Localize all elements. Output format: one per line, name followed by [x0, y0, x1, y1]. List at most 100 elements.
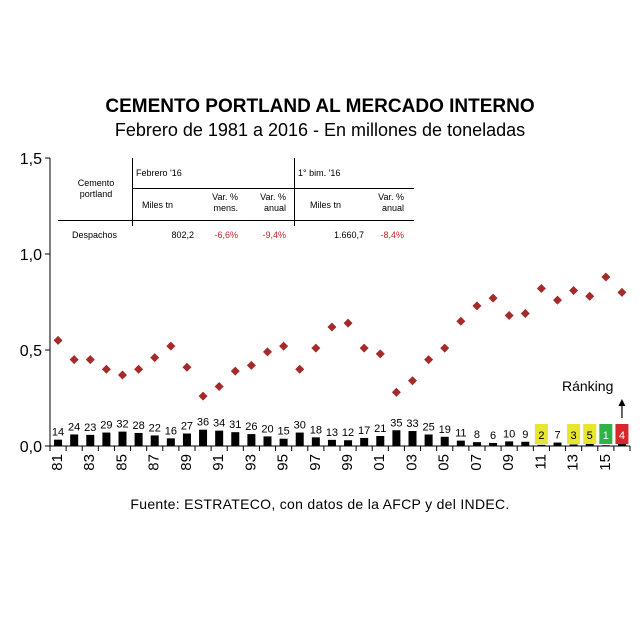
x-tick-label: 15 — [597, 454, 614, 471]
data-point — [569, 285, 579, 295]
ranking-highlight — [599, 424, 613, 444]
ranking-bar — [521, 441, 530, 446]
data-point — [343, 318, 353, 328]
ranking-highlight — [583, 424, 597, 444]
ranking-bar — [247, 434, 256, 446]
ranking-label: 13 — [326, 427, 338, 439]
ranking-label: 2 — [538, 430, 544, 442]
y-tick-label: 0,5 — [20, 343, 42, 360]
ranking-bar — [199, 429, 208, 446]
x-tick-label: 01 — [371, 454, 388, 471]
data-point — [359, 343, 369, 353]
ranking-highlight — [534, 424, 548, 444]
data-point — [601, 272, 611, 282]
ranking-bar — [601, 445, 610, 446]
ranking-label: 26 — [245, 421, 257, 433]
data-point — [375, 349, 385, 359]
x-tick-label: 13 — [565, 454, 582, 471]
ranking-label: 22 — [149, 422, 161, 434]
data-point — [85, 355, 95, 365]
data-point — [311, 343, 321, 353]
data-point — [536, 284, 546, 294]
x-tick-label: 89 — [178, 454, 195, 471]
ranking-bar — [456, 440, 465, 446]
data-point — [53, 335, 63, 345]
ranking-label: 8 — [474, 429, 480, 441]
ranking-label: 35 — [390, 417, 402, 429]
ranking-label: 20 — [261, 423, 273, 435]
ranking-bar — [102, 432, 111, 446]
data-point — [472, 301, 482, 311]
x-tick-label: 05 — [436, 454, 453, 471]
ranking-bar — [472, 442, 481, 446]
data-point — [198, 391, 208, 401]
table-row-label: Despachos — [72, 230, 118, 240]
ranking-bar — [70, 434, 79, 446]
ranking-highlight — [567, 424, 581, 444]
ranking-label: 28 — [132, 420, 144, 432]
ranking-bar — [360, 437, 369, 446]
ranking-bar — [376, 436, 385, 446]
data-point — [69, 355, 79, 365]
data-point — [520, 309, 530, 319]
ranking-bar — [505, 441, 514, 446]
ranking-bar — [54, 439, 63, 446]
summary-table: Cemento portland Febrero '16 1° bim. '16… — [58, 158, 418, 246]
ranking-label: 30 — [294, 420, 306, 432]
data-point — [504, 310, 514, 320]
ranking-bar — [295, 432, 304, 446]
ranking-bar — [86, 434, 95, 446]
ranking-bar — [344, 440, 353, 446]
chart-title: CEMENTO PORTLAND AL MERCADO INTERNO — [105, 96, 535, 117]
ranking-bar — [392, 430, 401, 446]
ranking-label: 24 — [68, 421, 80, 433]
x-tick-label: 97 — [307, 454, 324, 471]
x-tick-label: 11 — [532, 454, 549, 470]
table-header-var-anual-1: Var. % anual — [260, 192, 286, 213]
ranking-bar — [424, 434, 433, 446]
ranking-bar — [327, 439, 336, 446]
table-value-miles-1: 802,2 — [171, 230, 194, 240]
ranking-bar — [537, 444, 546, 446]
ranking-bar — [440, 436, 449, 446]
y-tick-label: 0,0 — [20, 439, 42, 456]
table-row-header: Cemento portland — [77, 178, 115, 199]
ranking-highlight — [615, 424, 629, 444]
ranking-label: 9 — [522, 429, 528, 441]
x-tick-label: 81 — [49, 454, 66, 471]
ranking-label: 16 — [165, 425, 177, 437]
table-group-bimestre: 1° bim. '16 — [298, 168, 341, 178]
table-header-miles-1: Miles tn — [142, 200, 174, 210]
x-tick-label: 91 — [210, 454, 227, 471]
data-point — [182, 362, 192, 372]
x-tick-label: 95 — [275, 454, 292, 471]
data-point — [617, 287, 627, 297]
ranking-label: 1 — [603, 430, 609, 442]
table-value-var-anual-1: -9,4% — [262, 230, 286, 240]
data-point — [456, 316, 466, 326]
ranking-label: 32 — [116, 419, 128, 431]
ranking-label: 36 — [197, 417, 209, 429]
table-header-var-mens: Var. % mens. — [212, 192, 238, 213]
data-point — [408, 376, 417, 386]
data-point — [440, 343, 450, 353]
ranking-label: 21 — [374, 423, 386, 435]
data-point — [585, 291, 595, 301]
ranking-label: 5 — [587, 430, 593, 442]
data-point — [553, 295, 562, 305]
ranking-label: 12 — [342, 427, 354, 439]
chart-subtitle: Febrero de 1981 a 2016 - En millones de … — [114, 120, 526, 140]
ranking-bar — [489, 442, 498, 446]
ranking-bar — [263, 436, 272, 446]
ranking-label: 14 — [52, 427, 64, 439]
ranking-bar — [182, 433, 191, 446]
data-point — [263, 347, 272, 357]
ranking-bar — [279, 438, 288, 446]
ranking-bar — [118, 431, 127, 446]
ranking-bar — [134, 432, 143, 446]
x-tick-label: 09 — [500, 454, 517, 471]
x-tick-label: 83 — [81, 454, 98, 471]
data-point — [150, 353, 160, 363]
ranking-bar — [408, 431, 417, 446]
table-value-var-mens: -6,6% — [214, 230, 238, 240]
